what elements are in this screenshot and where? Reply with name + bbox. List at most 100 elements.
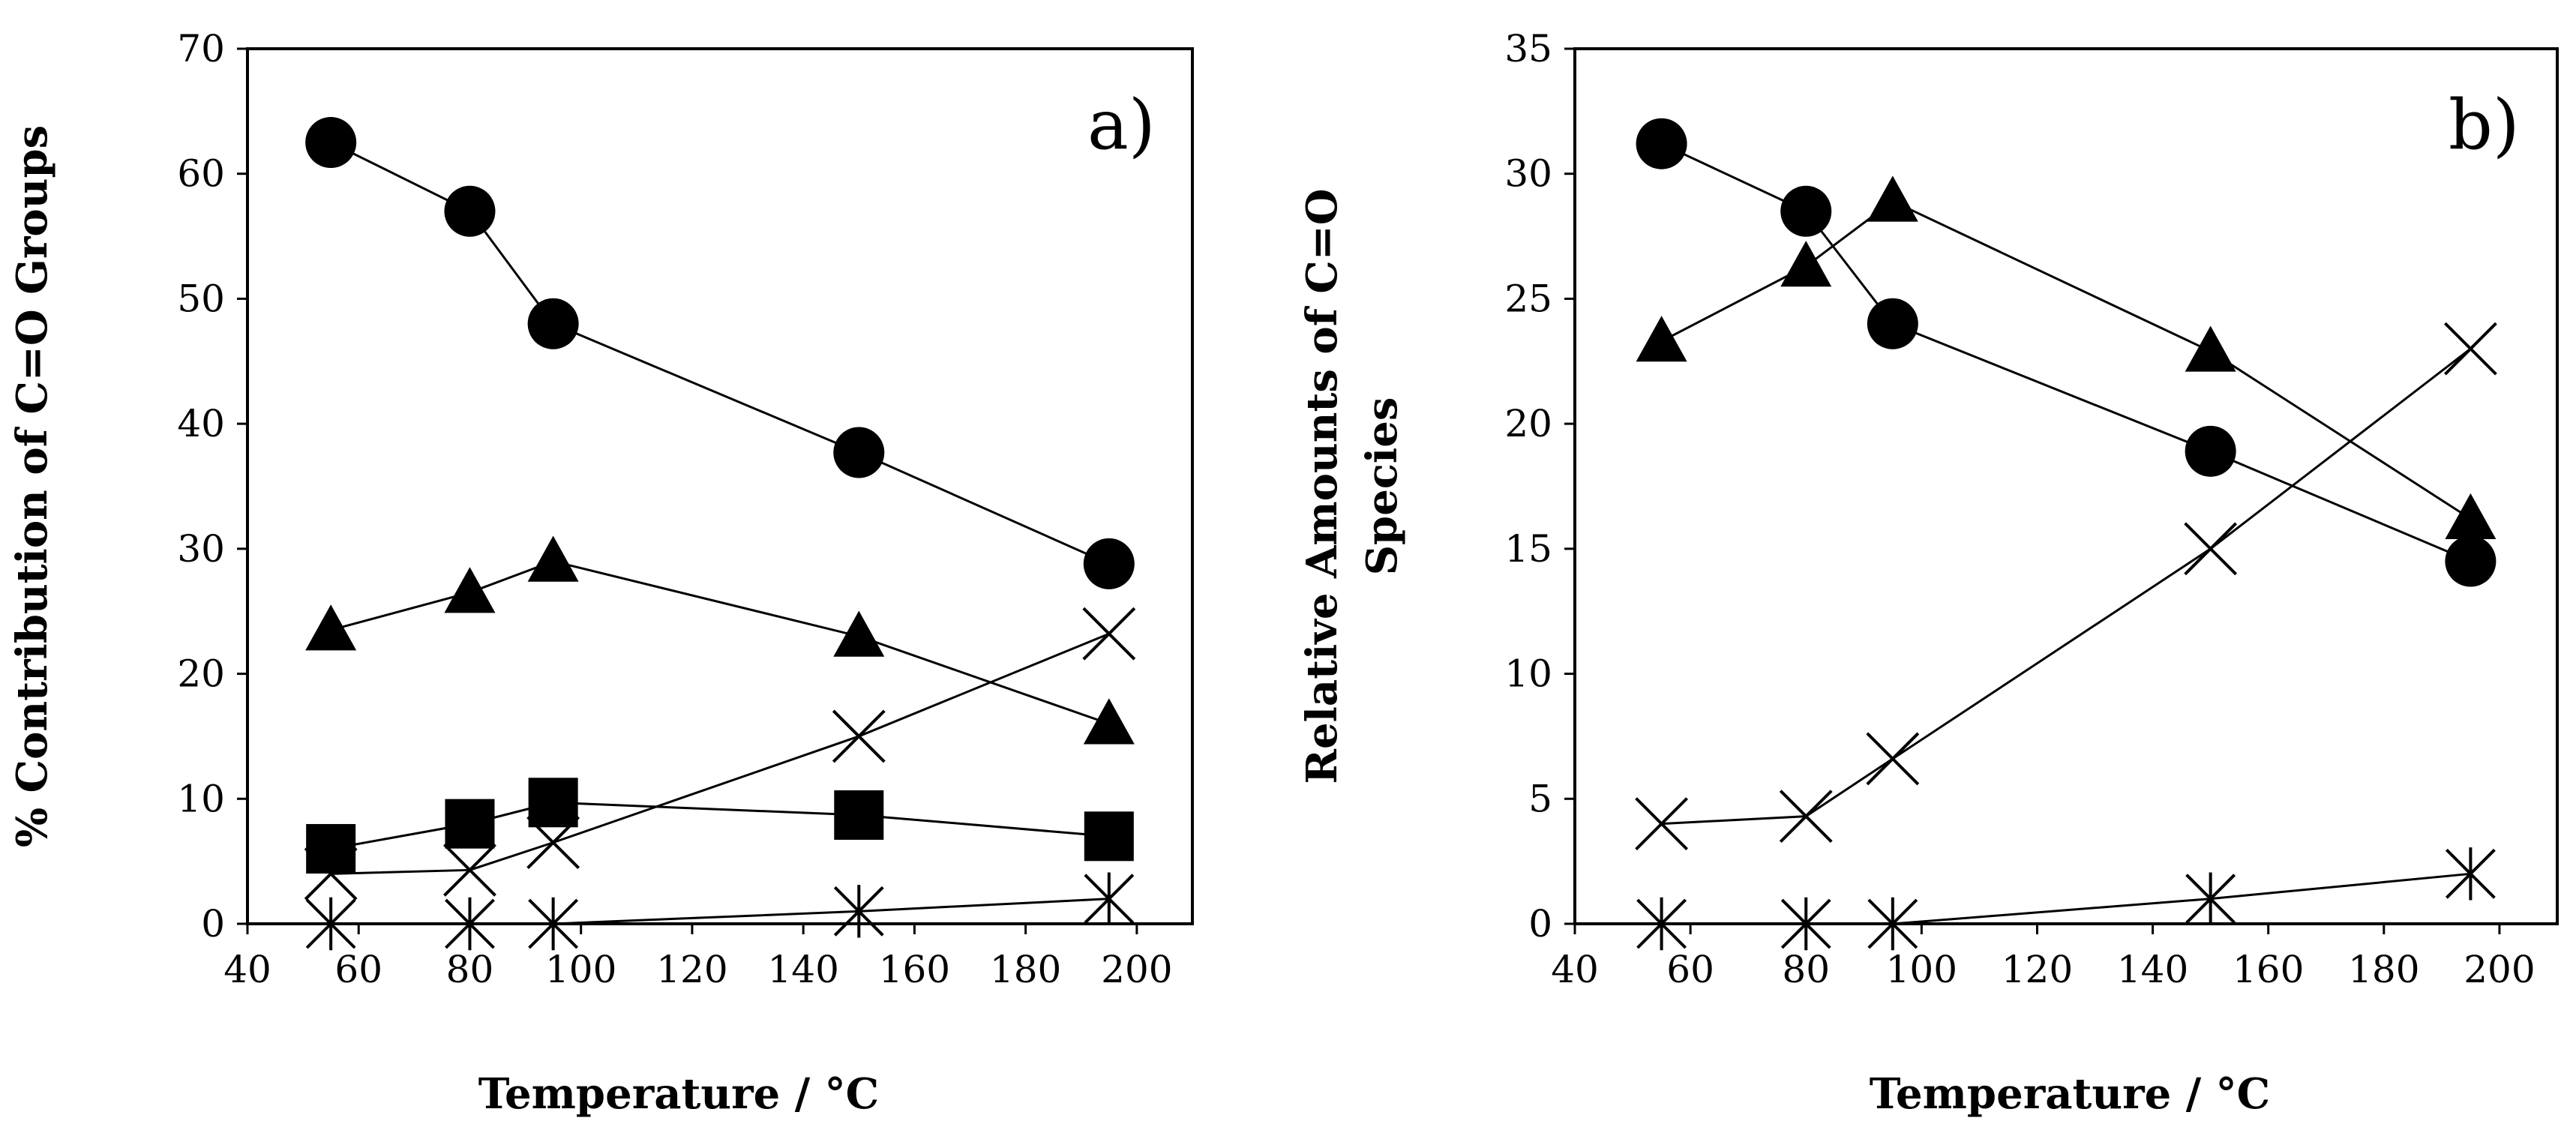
data-point-triangle (833, 610, 885, 657)
data-point-circle (1083, 538, 1135, 589)
data-point-circle (1636, 118, 1687, 169)
data-point-circle (1867, 298, 1918, 349)
data-point-asterisk (305, 897, 356, 951)
x-tick-label: 100 (545, 948, 616, 991)
panel-label: b) (2449, 85, 2520, 165)
x-tick-label: 80 (1782, 948, 1830, 991)
data-point-circle (1780, 185, 1832, 237)
y-tick-label: 15 (1504, 527, 1552, 571)
y-tick-label: 0 (201, 902, 225, 946)
chart-panel-a: 40 60 80 100 120 140 160 180 200 0 10 20 30 40 50 60 70 a… (7, 27, 1194, 1119)
x-tick-label: 140 (2117, 948, 2188, 991)
data-point-circle (2445, 535, 2497, 587)
y-tick-label: 10 (177, 777, 225, 820)
data-point-triangle (444, 567, 496, 613)
x-tick-label: 180 (2348, 948, 2419, 991)
series-circle (305, 117, 1135, 589)
data-point-square (306, 823, 356, 874)
data-point-cross (304, 847, 358, 901)
chart-panel-b: 40 60 80 100 120 140 160 180 200 0 5 10 15 20 25 30 35 b)… (1297, 27, 2559, 1119)
plot-area (246, 47, 1194, 925)
plot-area (1573, 47, 2559, 925)
data-point-triangle (305, 604, 357, 651)
data-point-square (1084, 811, 1134, 862)
x-tick-label: 140 (767, 948, 838, 991)
data-point-asterisk (1867, 897, 1918, 951)
data-point-circle (527, 298, 579, 349)
series-triangle (305, 535, 1135, 745)
data-point-triangle (1636, 316, 1687, 362)
x-tick-label: 40 (223, 948, 271, 991)
x-tick-label: 200 (1101, 948, 1172, 991)
data-point-triangle (1083, 698, 1135, 745)
data-point-asterisk (528, 897, 579, 951)
data-point-asterisk (1084, 872, 1135, 925)
series-square (306, 778, 1134, 874)
data-point-triangle (1780, 241, 1832, 287)
data-point-square (445, 799, 495, 849)
x-tick-label: 80 (446, 948, 494, 991)
y-axis-title: Species (1357, 397, 1407, 576)
x-axis-title: Temperature / °C (478, 1069, 879, 1119)
series-cross (304, 607, 1136, 901)
x-tick-label: 60 (334, 948, 382, 991)
y-axis-title: Relative Amounts of C=O (1297, 188, 1347, 784)
data-point-cross (1082, 607, 1136, 661)
y-tick-label: 30 (177, 527, 225, 571)
data-point-triangle (1867, 175, 1918, 222)
y-tick-label: 20 (177, 652, 225, 696)
data-point-asterisk (2185, 872, 2236, 925)
y-tick-label: 10 (1504, 652, 1552, 696)
y-tick-label: 25 (1504, 277, 1552, 320)
series-asterisk (305, 872, 1135, 951)
x-tick-label: 200 (2464, 948, 2535, 991)
x-tick-label: 160 (879, 948, 950, 991)
x-tick-label: 160 (2233, 948, 2304, 991)
data-point-cross (2184, 522, 2238, 576)
data-point-square (528, 778, 578, 828)
y-axis-title: % Contribution of C=O Groups (7, 125, 57, 847)
x-tick-label: 120 (2002, 948, 2073, 991)
x-tick-label: 60 (1666, 948, 1714, 991)
data-point-triangle (527, 535, 579, 582)
x-tick-label: 100 (1886, 948, 1957, 991)
data-point-asterisk (1780, 897, 1831, 951)
series-line-triangle (1660, 199, 2472, 520)
x-axis-title: Temperature / °C (1870, 1069, 2270, 1119)
y-tick-label: 70 (177, 27, 225, 70)
y-tick-label: 5 (1528, 777, 1552, 820)
y-tick-label: 20 (1504, 402, 1552, 445)
series-line-triangle (330, 559, 1110, 725)
series-asterisk (1636, 847, 2496, 951)
series-cross (1635, 322, 2497, 851)
panel-label: a) (1087, 85, 1156, 165)
data-point-cross (1635, 797, 1689, 851)
data-point-asterisk (2445, 847, 2496, 901)
data-point-cross (443, 843, 496, 897)
data-point-cross (526, 816, 580, 870)
y-tick-label: 40 (177, 402, 225, 445)
series-line-cross (1661, 347, 2472, 826)
x-tick-label: 120 (656, 948, 727, 991)
data-point-asterisk (445, 897, 495, 951)
data-point-circle (444, 185, 496, 237)
y-tick-label: 60 (177, 152, 225, 196)
series-circle (1636, 118, 2497, 587)
y-tick-label: 30 (1504, 152, 1552, 196)
series-line-asterisk (1661, 872, 2471, 925)
data-point-cross (2443, 322, 2497, 376)
data-point-square (834, 790, 884, 840)
x-tick-label: 40 (1551, 948, 1599, 991)
x-tick-label: 180 (990, 948, 1061, 991)
data-point-circle (305, 117, 357, 169)
data-point-circle (833, 427, 885, 478)
data-point-asterisk (833, 885, 884, 938)
y-tick-label: 0 (1528, 902, 1552, 946)
data-point-circle (2185, 425, 2236, 477)
y-tick-label: 50 (177, 277, 225, 320)
data-point-cross (832, 709, 886, 763)
data-point-triangle (2185, 325, 2236, 372)
data-point-triangle (2445, 493, 2497, 540)
y-tick-label: 35 (1504, 27, 1552, 70)
